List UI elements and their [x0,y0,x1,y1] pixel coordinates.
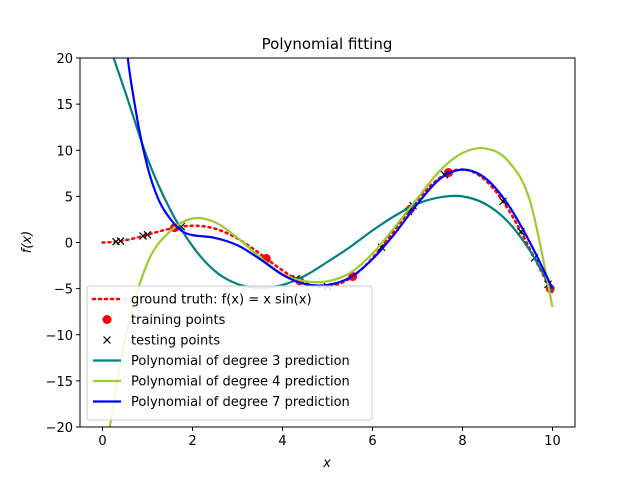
chart-title: Polynomial fitting [262,35,393,53]
y-tick-label: −10 [46,329,73,344]
x-tick-label: 8 [458,434,466,449]
y-tick-label: 10 [56,144,73,159]
y-tick-label: 5 [65,190,73,205]
x-tick-label: 10 [544,434,561,449]
legend-label: Polynomial of degree 3 prediction [131,354,350,369]
y-tick-label: −15 [46,375,73,390]
legend-label: ground truth: f(x) = x sin(x) [131,293,312,308]
y-tick-label: −20 [46,421,73,436]
legend-swatch-testing [103,336,111,344]
legend-label: training points [131,313,226,328]
y-axis-label: f(x) [20,231,35,253]
legend: ground truth: f(x) = x sin(x) training po… [86,285,373,421]
legend-label: Polynomial of degree 7 prediction [131,395,350,410]
testing-point [139,232,147,240]
x-tick-label: 2 [188,434,196,449]
y-tick-label: −5 [54,283,73,298]
series-line-degree-4 [108,146,554,427]
y-tick-label: 0 [65,237,73,252]
x-tick-label: 6 [368,434,376,449]
y-tick-label: 20 [56,52,73,67]
series-line-degree-3 [112,58,554,292]
series-line-degree-7 [126,58,554,290]
x-axis-label: x [322,456,331,471]
legend-swatch-training [102,315,112,324]
legend-label: Polynomial of degree 4 prediction [131,375,350,390]
testing-point [116,237,125,245]
legend-label: testing points [131,334,220,349]
y-tick-label: 15 [56,98,73,113]
x-tick-label: 4 [278,434,286,449]
legend-box [86,285,373,421]
x-tick-label: 0 [98,434,106,449]
testing-point [143,230,152,239]
